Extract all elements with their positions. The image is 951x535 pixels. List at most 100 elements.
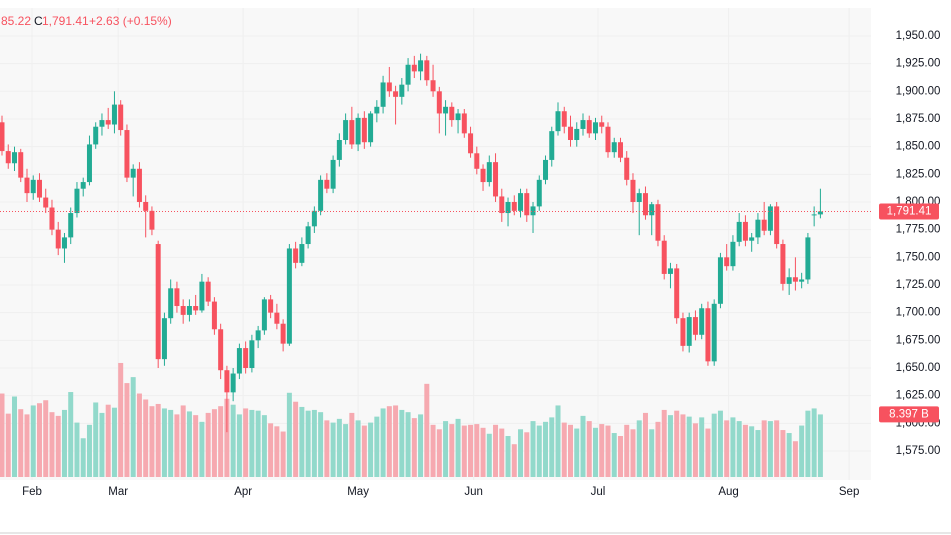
- candle-body: [749, 237, 755, 241]
- y-tick-label: 1,850.00: [896, 141, 941, 153]
- header-close-prefix: C: [34, 14, 43, 28]
- volume-bar: [99, 412, 105, 477]
- volume-bar: [518, 429, 524, 477]
- volume-bar: [443, 421, 449, 477]
- candle-body: [455, 113, 461, 121]
- y-tick-label: 1,725.00: [896, 279, 941, 291]
- candle-body: [636, 193, 642, 202]
- candle-body: [180, 306, 186, 315]
- candle-body: [549, 131, 555, 160]
- candle-body: [805, 237, 811, 280]
- candle-body: [68, 213, 74, 238]
- candle-body: [543, 159, 549, 180]
- volume-bar: [236, 414, 242, 477]
- volume-bar: [118, 362, 124, 477]
- volume-bar: [124, 383, 130, 477]
- candle-body: [436, 91, 442, 114]
- volume-bar: [624, 424, 630, 477]
- volume-bar: [711, 413, 717, 477]
- candle-body: [461, 113, 467, 134]
- volume-bar: [30, 405, 36, 477]
- candle-body: [168, 288, 174, 319]
- candle-body: [605, 126, 611, 153]
- volume-bar: [686, 416, 692, 477]
- volume-bar: [199, 421, 205, 477]
- volume-bar: [692, 423, 698, 477]
- volume-bar: [505, 436, 511, 477]
- volume-bar: [499, 428, 505, 477]
- volume-bar: [724, 420, 730, 477]
- volume-bar: [161, 408, 167, 477]
- volume-bar: [318, 412, 324, 477]
- candle-body: [80, 182, 86, 189]
- candle-body: [649, 204, 655, 216]
- volume-bar: [305, 410, 311, 477]
- candle-body: [299, 244, 305, 263]
- volume-bar: [605, 425, 611, 477]
- volume-bar: [767, 421, 773, 477]
- last-price-box: [879, 203, 939, 220]
- volume-bar: [511, 444, 517, 477]
- candle-body: [599, 122, 605, 127]
- volume-bar: [49, 412, 55, 477]
- volume-bar: [386, 406, 392, 477]
- volume-bar: [274, 426, 280, 477]
- candle-body: [411, 64, 417, 72]
- y-tick-label: 1,775.00: [896, 224, 941, 236]
- volume-bar: [86, 424, 92, 477]
- volume-bar: [43, 400, 49, 477]
- volume-bar: [705, 428, 711, 477]
- candle-body: [799, 279, 805, 282]
- volume-bar: [667, 415, 673, 477]
- candle-body: [692, 317, 698, 335]
- candle-body: [268, 299, 274, 313]
- candle-body: [311, 210, 317, 227]
- candle-body: [705, 308, 711, 362]
- candle-body: [511, 201, 517, 211]
- candle-body: [486, 162, 492, 183]
- volume-bar: [324, 420, 330, 477]
- volume-bar: [736, 421, 742, 477]
- volume-bar: [361, 425, 367, 477]
- candle-body: [105, 120, 111, 125]
- x-tick-label: Mar: [108, 486, 128, 498]
- volume-bar: [143, 399, 149, 477]
- y-tick-label: 1,900.00: [896, 85, 941, 97]
- volume-bar: [243, 408, 249, 477]
- volume-bar: [805, 410, 811, 477]
- volume-bar: [649, 429, 655, 477]
- volume-bar: [817, 414, 823, 477]
- candle-body: [443, 106, 449, 114]
- candle-body: [655, 204, 661, 241]
- candle-body: [336, 140, 342, 160]
- candle-body: [474, 153, 480, 169]
- header-low: 85.22: [1, 14, 31, 28]
- x-tick-label: Apr: [234, 486, 252, 498]
- candle-body: [586, 120, 592, 134]
- candle-body: [130, 168, 136, 178]
- volume-bar: [174, 414, 180, 477]
- volume-bar: [211, 409, 217, 477]
- candle-body: [393, 91, 399, 97]
- candle-body: [305, 226, 311, 245]
- candle-body: [761, 219, 767, 231]
- volume-bar: [780, 430, 786, 477]
- last-volume-box: [879, 406, 939, 423]
- x-tick-label: Jun: [464, 486, 483, 498]
- candle-body: [711, 303, 717, 362]
- candle-body: [430, 80, 436, 92]
- candle-body: [730, 241, 736, 267]
- y-tick-label: 1,675.00: [896, 334, 941, 346]
- y-tick-label: 1,950.00: [896, 30, 941, 42]
- volume-bar: [186, 411, 192, 477]
- volume-bar: [24, 414, 30, 477]
- candle-body: [736, 221, 742, 242]
- volume-bar: [455, 418, 461, 477]
- volume-bar: [61, 409, 67, 477]
- volume-bar: [786, 433, 792, 477]
- volume-bar: [11, 396, 17, 477]
- volume-bar: [155, 403, 161, 477]
- candle-body: [780, 244, 786, 284]
- candle-body: [568, 126, 574, 141]
- volume-bar: [742, 424, 748, 477]
